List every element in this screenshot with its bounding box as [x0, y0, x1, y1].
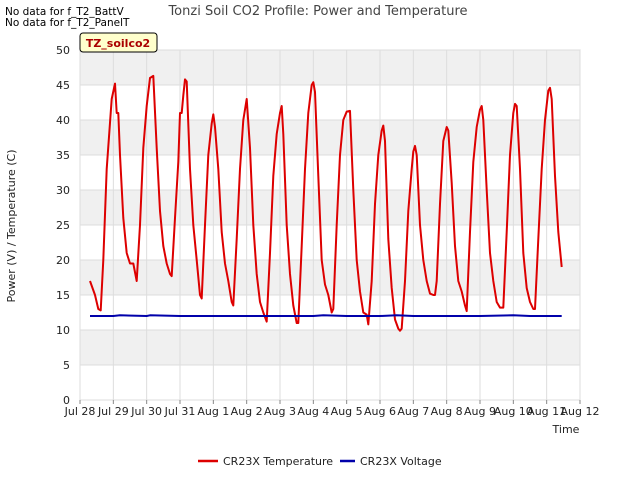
- y-tick-label: 10: [56, 324, 70, 337]
- y-tick-label: 45: [56, 79, 70, 92]
- x-tick-label: Aug 3: [264, 405, 296, 418]
- annotation-box: TZ_soilco2: [79, 32, 158, 53]
- plot-band: [80, 330, 580, 365]
- temperature-line: [89, 74, 563, 332]
- plot-band: [80, 190, 580, 225]
- x-tick-label: Aug 5: [331, 405, 363, 418]
- x-tick-label: Aug 11: [527, 405, 566, 418]
- voltage-line: [90, 314, 562, 317]
- y-tick-label: 30: [56, 184, 70, 197]
- y-axis-ticks: 0 5 10 15 20 25 30 35 40 45 50: [56, 44, 70, 407]
- chart-title: Tonzi Soil CO2 Profile: Power and Temper…: [167, 4, 467, 19]
- y-tick-label: 50: [56, 44, 70, 57]
- x-tick-label: Jul 30: [130, 405, 162, 418]
- x-tick-label: Aug 8: [431, 405, 463, 418]
- y-axis-label: Power (V) / Temperature (C): [5, 149, 18, 302]
- annotation-label: TZ_soilco2: [86, 37, 150, 50]
- x-tick-label: Jul 31: [164, 405, 196, 418]
- x-tick-label: Jul 28: [64, 405, 96, 418]
- y-tick-label: 15: [56, 289, 70, 302]
- x-tick-label: Aug 7: [397, 405, 429, 418]
- y-tick-label: 40: [56, 114, 70, 127]
- x-tick-label: Aug 9: [464, 405, 496, 418]
- legend-label-voltage: CR23X Voltage: [360, 455, 442, 468]
- no-data-message-panelt: No data for f_T2_PanelT: [5, 17, 130, 29]
- plot-band: [80, 50, 580, 85]
- series-lines: [89, 74, 563, 332]
- x-tick-label: Aug 12: [561, 405, 600, 418]
- x-axis-label: Time: [552, 423, 580, 436]
- x-tick-label: Aug 6: [364, 405, 396, 418]
- x-tick-label: Aug 2: [231, 405, 263, 418]
- y-tick-label: 35: [56, 149, 70, 162]
- y-tick-label: 5: [63, 359, 70, 372]
- legend-label-temperature: CR23X Temperature: [223, 455, 333, 468]
- y-tick-label: 25: [56, 219, 70, 232]
- y-tick-label: 0: [63, 394, 70, 407]
- plot-band: [80, 120, 580, 155]
- plot-background: [79, 49, 581, 401]
- x-tick-label: Jul 29: [97, 405, 129, 418]
- annotation-background: [79, 32, 158, 53]
- legend: CR23X Temperature CR23X Voltage: [198, 455, 442, 468]
- x-tick-label: Aug 10: [494, 405, 533, 418]
- y-tick-label: 20: [56, 254, 70, 267]
- plot-band: [80, 260, 580, 295]
- x-tick-label: Aug 1: [197, 405, 229, 418]
- no-data-message-battv: No data for f_T2_BattV: [5, 6, 124, 18]
- x-tick-label: Aug 4: [297, 405, 329, 418]
